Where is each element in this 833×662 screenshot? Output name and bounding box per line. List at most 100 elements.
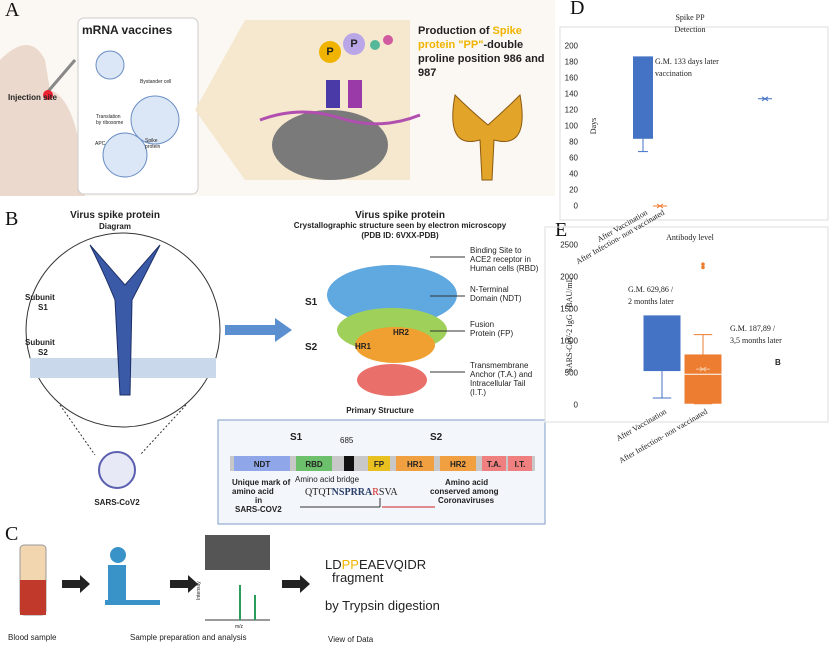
mrna — [259, 110, 421, 126]
production-highlight: Spike — [493, 25, 522, 37]
fragment-part: LD — [325, 557, 342, 572]
annotation: ACE2 receptor in — [470, 255, 531, 264]
mz-label: m/z — [235, 624, 244, 630]
cell-label: Translation — [96, 114, 121, 120]
y-tick-label: 40 — [569, 170, 578, 179]
box — [643, 315, 681, 372]
domain — [508, 456, 532, 471]
domain-label: RBD — [305, 460, 323, 469]
sequence: QTQTNSPRRARSVA — [305, 487, 398, 498]
primary-s1: S1 — [290, 432, 303, 443]
y-tick-label: 2000 — [560, 273, 578, 282]
domain-label: I.T. — [515, 460, 526, 469]
unique-mark: Unique mark of — [232, 478, 291, 487]
cell-label: APC — [95, 141, 106, 147]
injection-point — [43, 90, 53, 100]
domain — [234, 456, 290, 471]
instrument — [205, 535, 270, 570]
panel-label: E — [555, 219, 567, 241]
y-axis-label: SARS-CoV-2 IgG - BAU/mL — [565, 277, 574, 372]
chart-title: Spike PP — [675, 13, 705, 22]
scientist — [108, 565, 126, 605]
left-title: Virus spike protein — [70, 210, 160, 221]
mean-marker — [653, 203, 667, 209]
annotation: vaccination — [655, 69, 692, 78]
primary-title: Primary Structure — [346, 406, 414, 415]
bench — [105, 600, 160, 605]
annotation: 2 months later — [628, 297, 674, 306]
syringe — [43, 59, 77, 96]
struct-label: HR1 — [355, 342, 372, 351]
body-silhouette — [0, 45, 85, 196]
panel-b: Virus spike protein Diagram Subunit S1 S… — [25, 210, 546, 525]
virus-icon — [98, 451, 136, 489]
panel-label: B — [5, 208, 18, 230]
spike-protein — [452, 93, 523, 181]
outlier — [701, 262, 705, 267]
struct-label: S2 — [305, 342, 318, 353]
trna — [326, 80, 340, 108]
annotation: Transmembrane — [470, 361, 529, 370]
annotation: Intracellular Tail — [470, 379, 526, 388]
blood-label: Blood sample — [8, 633, 57, 642]
dotted-line — [139, 404, 187, 456]
mean-marker — [758, 96, 772, 102]
amino-acid — [370, 40, 380, 50]
domain — [482, 456, 506, 471]
domain-label: HR1 — [407, 460, 424, 469]
cell-label: Spike — [145, 138, 158, 144]
chart-title: Detection — [674, 25, 705, 34]
blood — [20, 580, 46, 615]
right-subtitle: Crystallographic structure seen by elect… — [294, 221, 507, 230]
p-label: P — [350, 38, 357, 50]
structure — [357, 364, 427, 396]
annotation: B — [775, 358, 781, 367]
chart-frame — [559, 26, 829, 221]
annotation: Protein (FP) — [470, 329, 513, 338]
annotation: N-Terminal — [470, 285, 509, 294]
y-tick-label: 120 — [565, 106, 579, 115]
annotation: Domain (NDT) — [470, 294, 522, 303]
domains: NDT RBD FP HR1 HR2 T.A. I.T. — [234, 456, 532, 471]
panel-label: D — [570, 0, 584, 19]
trna — [348, 80, 362, 108]
y-tick-label: 60 — [569, 154, 578, 163]
position-label: 685 — [340, 436, 354, 445]
struct-label: S1 — [305, 297, 318, 308]
y-axis-label: Days — [589, 118, 598, 134]
panel-label: A — [5, 0, 20, 21]
production-text: protein "PP"-double — [418, 39, 523, 51]
domain-label: NDT — [254, 460, 271, 469]
sequence-part: R — [372, 487, 379, 498]
injection-label: Injection site — [8, 93, 57, 102]
domain — [368, 456, 390, 471]
y-tick-label: 80 — [569, 138, 578, 147]
cell-label: by ribosome — [96, 120, 123, 126]
annotation: Human cells (RBD) — [470, 264, 539, 273]
spike-diagram — [89, 244, 161, 396]
conserved: conserved among — [430, 487, 499, 496]
proline — [343, 33, 365, 55]
y-tick-label: 180 — [565, 58, 579, 67]
arrow — [282, 575, 310, 593]
panel-c: Blood sample Intensity m/z Sample prepar… — [8, 535, 440, 644]
unique-mark: amino acid — [232, 487, 274, 496]
x-tick-label: After Infection- non vaccinated — [574, 208, 666, 266]
pdb-id: (PDB ID: 6VXX-PDB) — [361, 231, 439, 240]
subunit-label: S1 — [38, 303, 48, 312]
domain-label: FP — [374, 460, 385, 469]
outlier — [701, 265, 705, 270]
y-tick-label: 0 — [574, 401, 579, 410]
proline — [319, 41, 341, 63]
cell — [95, 50, 125, 80]
cell — [130, 95, 180, 145]
cell-label: Bystander cell — [140, 79, 171, 85]
struct-label: HR2 — [393, 328, 410, 337]
domain — [296, 456, 332, 471]
annotation: (I.T.) — [470, 388, 486, 397]
fragment: fragment — [332, 570, 384, 585]
domain-label: T.A. — [487, 460, 501, 469]
panel-a-title: mRNA vaccines — [82, 23, 173, 37]
